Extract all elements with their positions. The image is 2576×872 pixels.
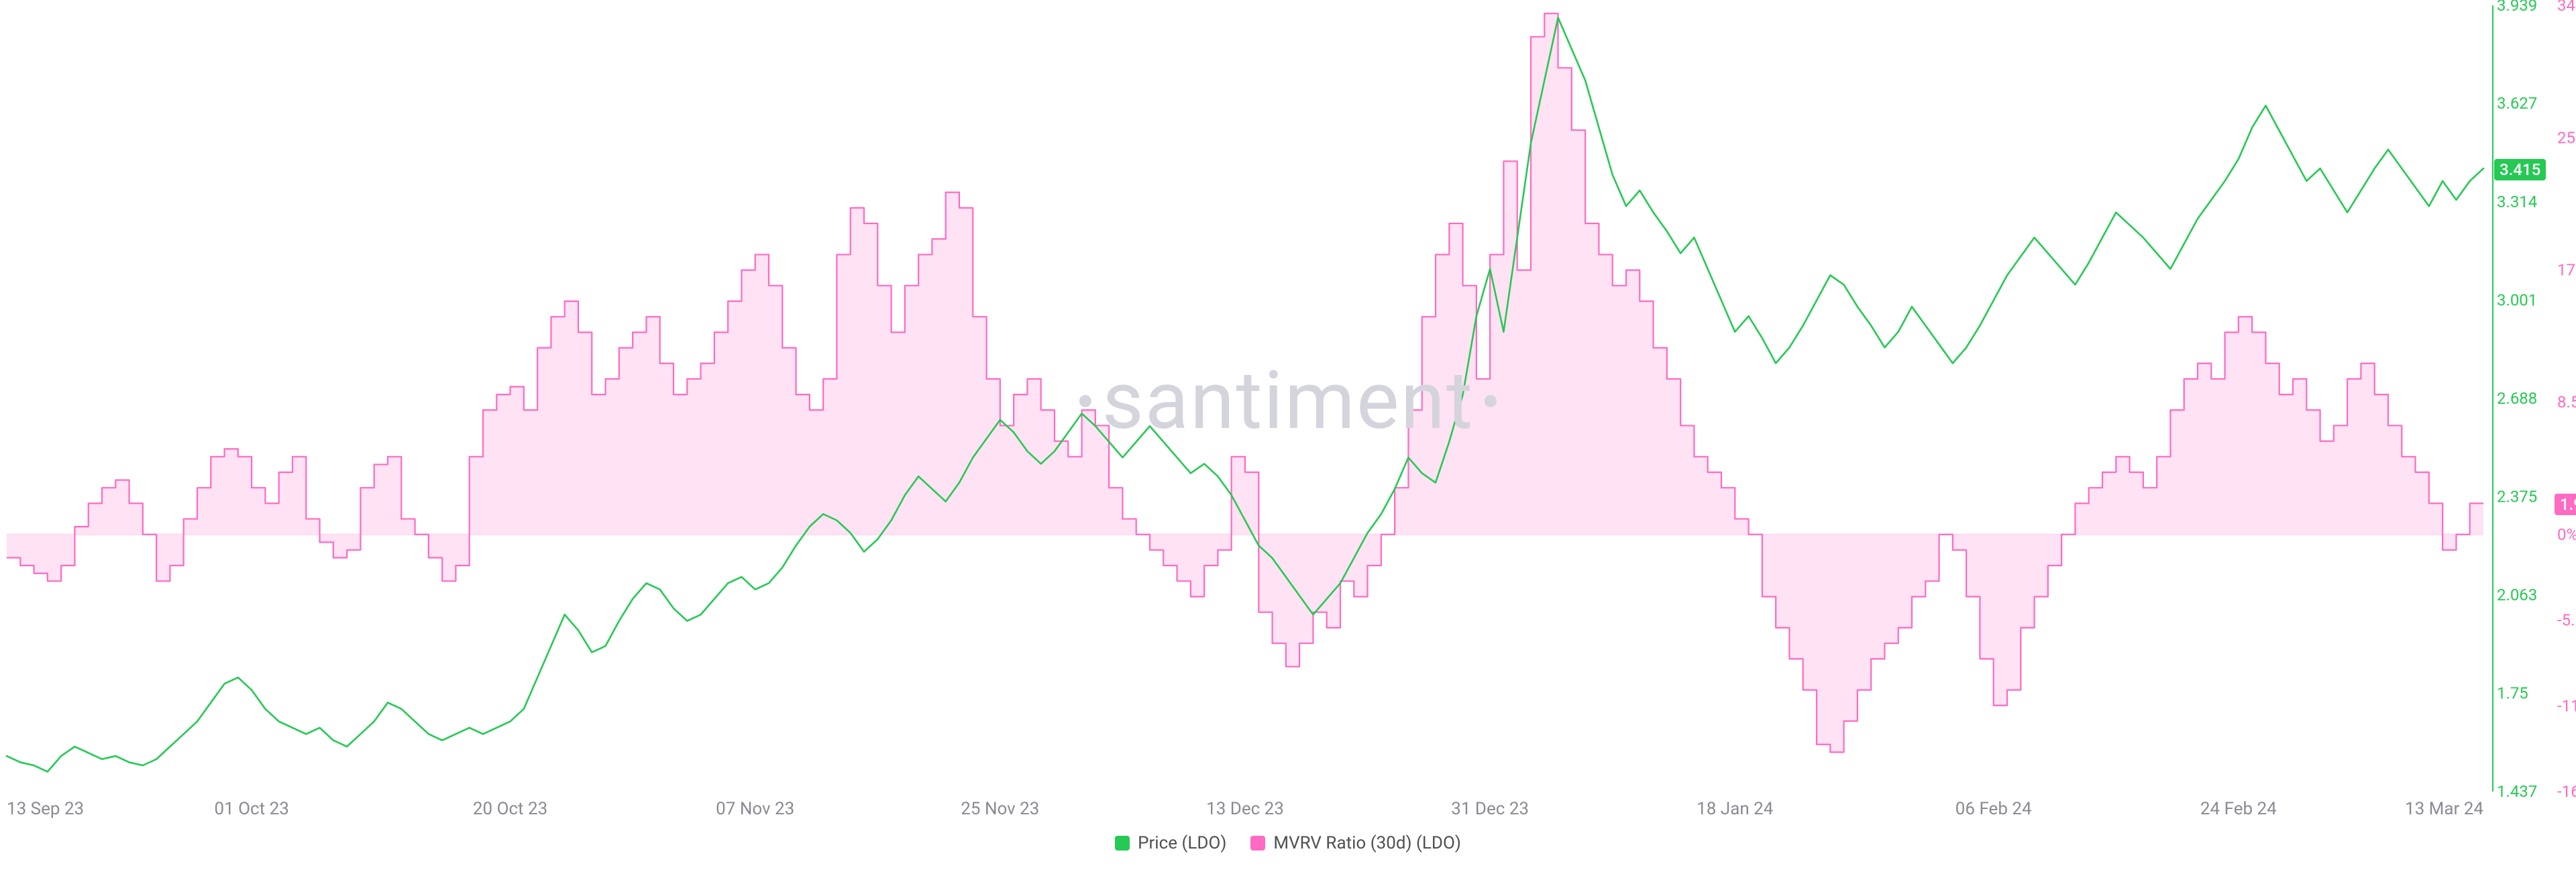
svg-text:07 Nov 23: 07 Nov 23 xyxy=(716,799,794,819)
svg-text:24 Feb 24: 24 Feb 24 xyxy=(2200,799,2277,819)
svg-text:3.314: 3.314 xyxy=(2497,193,2537,211)
svg-text:13 Sep 23: 13 Sep 23 xyxy=(7,799,84,819)
svg-text:13 Dec 23: 13 Dec 23 xyxy=(1206,799,1284,819)
chart-container: santiment 1.4371.752.0632.3752.6883.0013… xyxy=(0,0,2576,872)
chart-legend: Price (LDO) MVRV Ratio (30d) (LDO) xyxy=(0,833,2576,853)
svg-text:-5.511%: -5.511% xyxy=(2557,611,2576,630)
svg-text:2.688: 2.688 xyxy=(2497,389,2537,408)
svg-text:13 Mar 24: 13 Mar 24 xyxy=(2405,799,2483,819)
legend-swatch-icon xyxy=(1250,836,1265,851)
svg-text:2.375: 2.375 xyxy=(2497,488,2537,506)
svg-text:25 Nov 23: 25 Nov 23 xyxy=(961,799,1039,819)
svg-text:06 Feb 24: 06 Feb 24 xyxy=(1955,799,2032,819)
legend-swatch-icon xyxy=(1115,836,1130,851)
svg-text:3.627: 3.627 xyxy=(2497,94,2537,113)
svg-text:34.02%: 34.02% xyxy=(2557,0,2576,15)
price-current-value: 3.415 xyxy=(2500,160,2540,179)
price-current-pill: 3.415 xyxy=(2494,159,2546,180)
svg-text:3.939: 3.939 xyxy=(2497,0,2537,15)
svg-text:0%: 0% xyxy=(2557,525,2576,544)
svg-text:17.01%: 17.01% xyxy=(2557,260,2576,279)
svg-text:-11.02%: -11.02% xyxy=(2557,696,2576,715)
chart-svg: 1.437 1.75 2.063 2.375 2.688 3.001 3.314 3.627 3… xyxy=(0,0,2576,872)
svg-text:1.437: 1.437 xyxy=(2497,782,2537,801)
svg-text:1.75: 1.75 xyxy=(2497,684,2528,702)
svg-text:2.063: 2.063 xyxy=(2497,586,2537,604)
svg-text:8.505%: 8.505% xyxy=(2557,393,2576,412)
legend-item-0[interactable]: Price (LDO) xyxy=(1115,833,1226,853)
svg-text:18 Jan 24: 18 Jan 24 xyxy=(1697,799,1774,819)
legend-item-1[interactable]: MVRV Ratio (30d) (LDO) xyxy=(1250,833,1461,853)
mvrv-current-pill: 1.936% xyxy=(2555,494,2576,515)
svg-text:01 Oct 23: 01 Oct 23 xyxy=(214,799,288,819)
legend-label: Price (LDO) xyxy=(1138,833,1226,853)
svg-text:31 Dec 23: 31 Dec 23 xyxy=(1451,799,1529,819)
legend-label: MVRV Ratio (30d) (LDO) xyxy=(1273,833,1461,853)
svg-text:25.51%: 25.51% xyxy=(2557,128,2576,147)
svg-text:3.001: 3.001 xyxy=(2497,290,2537,309)
svg-text:-16.53%: -16.53% xyxy=(2557,782,2576,801)
svg-text:20 Oct 23: 20 Oct 23 xyxy=(473,799,547,819)
mvrv-current-value: 1.936% xyxy=(2560,495,2576,514)
